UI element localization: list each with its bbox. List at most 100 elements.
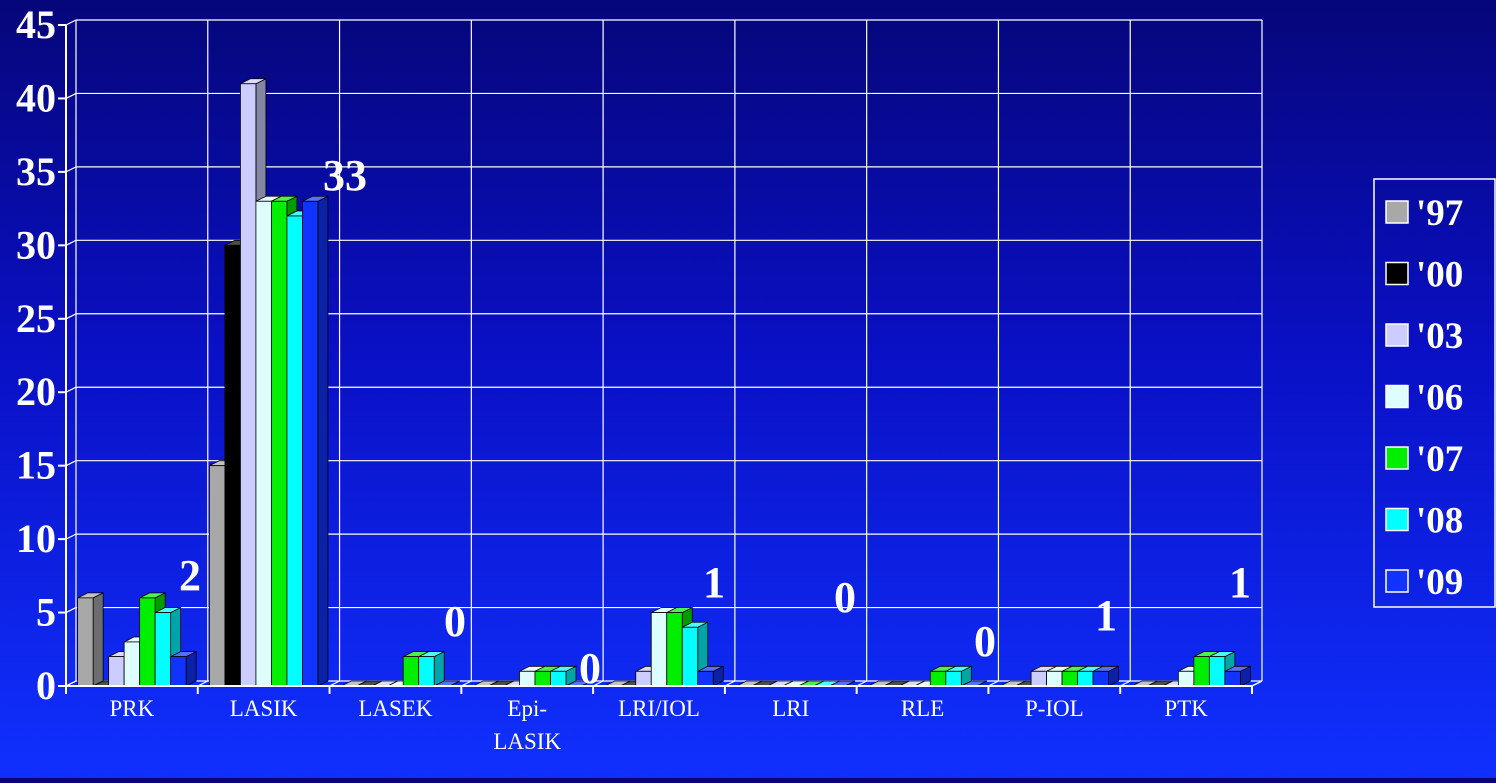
bar-front (666, 612, 683, 687)
bar-side (92, 592, 104, 687)
y-tick-label: 40 (16, 75, 56, 120)
bar-side (433, 650, 445, 687)
bar-front (139, 597, 156, 687)
y-depth-gridline (65, 239, 77, 246)
y-depth-gridline (65, 386, 77, 393)
bar-front (1061, 670, 1078, 687)
bar (697, 665, 724, 687)
bar-front (929, 670, 947, 687)
bar-front (550, 670, 567, 687)
bar-front (1177, 670, 1195, 687)
bar (77, 592, 104, 687)
legend-label: '08 (1416, 501, 1463, 542)
bar (170, 650, 197, 687)
data-label: 1 (703, 558, 725, 607)
y-depth-gridline (65, 607, 77, 614)
y-tick-label: 0 (36, 663, 56, 708)
bar-front (302, 200, 319, 687)
x-axis-edge (1251, 680, 1263, 687)
legend-swatch (1385, 384, 1409, 409)
legend-label: '00 (1416, 255, 1463, 296)
bar (418, 650, 445, 687)
data-label: 0 (444, 597, 466, 646)
legend-label: '06 (1416, 378, 1463, 419)
bar (1224, 665, 1251, 687)
bar-front (271, 200, 288, 687)
legend-item: '03 (1385, 316, 1463, 357)
bar (302, 195, 329, 687)
y-depth-gridline (65, 460, 77, 467)
bar-side (317, 195, 329, 687)
legend-item: '06 (1385, 378, 1463, 419)
legend-label: '03 (1416, 316, 1463, 357)
legend-swatch (1385, 446, 1409, 470)
y-depth-gridline (65, 92, 77, 99)
bar (1092, 665, 1119, 687)
bar-front (240, 83, 257, 687)
legend-label: '97 (1416, 193, 1463, 234)
data-label: 0 (974, 617, 996, 666)
y-depth-gridline (65, 166, 77, 173)
x-tick-label: RLE (901, 696, 944, 721)
data-label: 0 (834, 573, 856, 622)
bar-front (255, 200, 272, 687)
bar-front (945, 670, 962, 687)
bar-front (402, 656, 420, 687)
y-depth-gridline (65, 313, 77, 320)
bar-front (519, 670, 536, 687)
y-depth-gridline (65, 533, 77, 540)
bar-front (286, 215, 303, 687)
bar-front (1224, 670, 1241, 687)
bar (945, 665, 972, 687)
legend-swatch (1385, 569, 1409, 593)
legend-swatch (1385, 261, 1409, 286)
bar-front (1077, 670, 1094, 687)
bar-front (209, 465, 226, 687)
legend-label: '07 (1416, 439, 1463, 480)
bar-front (77, 597, 94, 687)
y-depth-gridline (65, 19, 77, 26)
y-tick-label: 25 (16, 296, 56, 341)
bar-front (154, 612, 172, 687)
legend-swatch (1385, 200, 1409, 224)
data-label: 1 (1095, 591, 1117, 640)
y-tick-label: 20 (16, 369, 56, 414)
x-tick-label: Epi-LASIK (493, 696, 561, 754)
x-tick-label: PRK (110, 696, 155, 721)
y-tick-label: 5 (36, 590, 56, 635)
y-tick-label: 45 (16, 2, 56, 47)
bar-front (1092, 670, 1109, 687)
x-tick-label: P-IOL (1025, 696, 1084, 721)
x-tick-label: PTK (1164, 696, 1208, 721)
bar-front (1030, 670, 1047, 687)
x-tick-label: LASIK (230, 696, 298, 721)
bar-front (224, 244, 241, 687)
y-tick-label: 15 (16, 443, 56, 488)
legend-item: '09 (1385, 562, 1463, 603)
bar-front (681, 626, 699, 687)
bar-front (635, 670, 652, 687)
data-label: 0 (579, 644, 601, 693)
bar-front (697, 670, 714, 687)
bar-front (650, 612, 668, 687)
x-tick-label: LASEK (358, 696, 433, 721)
axis-layer (58, 24, 1263, 694)
bar-front (123, 641, 141, 687)
bar-front (108, 656, 125, 687)
y-tick-label: 30 (16, 222, 56, 267)
y-tick-label: 35 (16, 149, 56, 194)
legend-label: '09 (1416, 562, 1463, 603)
data-label: 1 (1229, 558, 1251, 607)
legend-swatch (1385, 323, 1409, 347)
bar-side (185, 650, 197, 687)
legend-item: '07 (1385, 439, 1463, 480)
legend-swatch (1385, 507, 1409, 532)
legend-item: '00 (1385, 255, 1463, 296)
bar-front (1208, 656, 1226, 687)
x-tick-label: LRI/IOL (618, 696, 700, 721)
bars-layer (77, 78, 1251, 687)
bar-front (1046, 670, 1063, 687)
